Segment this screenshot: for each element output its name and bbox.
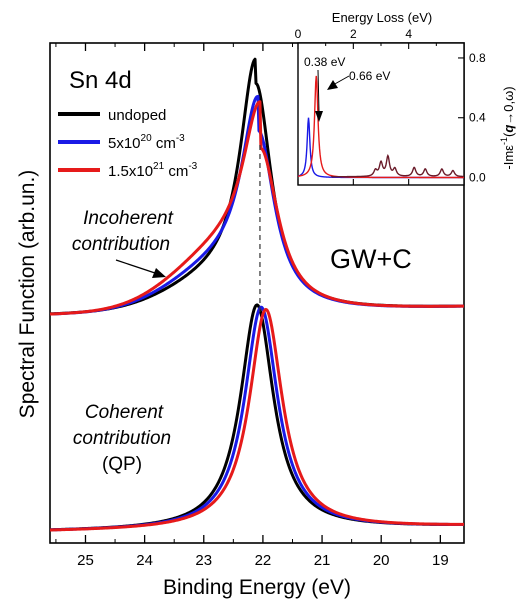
main-x-tick-label-22: 22 — [255, 552, 272, 569]
coherent-label-line1: Coherent — [85, 402, 164, 423]
legend-label-1.5e21: 1.5x1021 cm-3 — [108, 161, 198, 180]
main-curves — [49, 57, 465, 532]
legend: undoped 5x1020 cm-3 1.5x1021 cm-3 — [58, 107, 198, 180]
main-x-tick-label-19: 19 — [432, 552, 449, 569]
inset-y-tick-label-0: 0.0 — [469, 171, 486, 185]
main-x-tick-label-25: 25 — [77, 552, 94, 569]
coherent-label-line2: contribution — [73, 428, 171, 449]
inset-peak2-arrow — [327, 75, 350, 90]
main-x-tick-labels: 25 24 23 22 21 20 19 — [77, 552, 449, 569]
method-label: GW+C — [330, 244, 412, 274]
inset-tick-labels: 0 2 4 0.0 0.4 0.8 — [295, 27, 486, 185]
inset-peak1-arrow — [315, 69, 323, 122]
main-x-tick-label-21: 21 — [314, 552, 331, 569]
inset-curve-1 — [297, 75, 464, 179]
inset-y-axis-label: -Imε-1(q→0,ω) — [499, 86, 516, 169]
legend-label-5e20: 5x1020 cm-3 — [108, 133, 185, 152]
main-plot-frame — [49, 42, 465, 544]
curve-upper-1.5e21 — [49, 100, 465, 316]
main-x-tick-label-24: 24 — [136, 552, 153, 569]
x-axis-label: Binding Energy (eV) — [163, 576, 351, 599]
core-level-label: Sn 4d — [69, 67, 132, 94]
coherent-label-line3: (QP) — [102, 454, 142, 475]
main-x-tick-label-23: 23 — [195, 552, 212, 569]
main-x-tick-label-20: 20 — [373, 552, 390, 569]
legend-label-undoped: undoped — [108, 107, 166, 124]
inset-peak1-label: 0.38 eV — [304, 55, 345, 69]
y-axis-label: Spectral Function (arb.un.) — [16, 170, 39, 419]
inset-y-tick-label-0.8: 0.8 — [469, 51, 486, 65]
inset-ticks — [297, 43, 464, 185]
inset-curve-high-energy — [331, 153, 465, 178]
incoherent-label-line1: Incoherent — [83, 208, 174, 229]
curve-lower-1.5e21 — [49, 307, 465, 532]
inset-x-axis-label: Energy Loss (eV) — [332, 10, 432, 25]
inset-x-tick-label-0: 0 — [295, 27, 302, 41]
inset-x-tick-label-2: 2 — [350, 27, 357, 41]
incoherent-label-line2: contribution — [72, 234, 170, 255]
incoherent-arrow — [115, 259, 166, 278]
inset-x-tick-label-4: 4 — [405, 27, 412, 41]
inset-y-tick-label-0.4: 0.4 — [469, 111, 486, 125]
inset-curves — [297, 75, 465, 179]
inset-peak2-label: 0.66 eV — [349, 69, 390, 83]
